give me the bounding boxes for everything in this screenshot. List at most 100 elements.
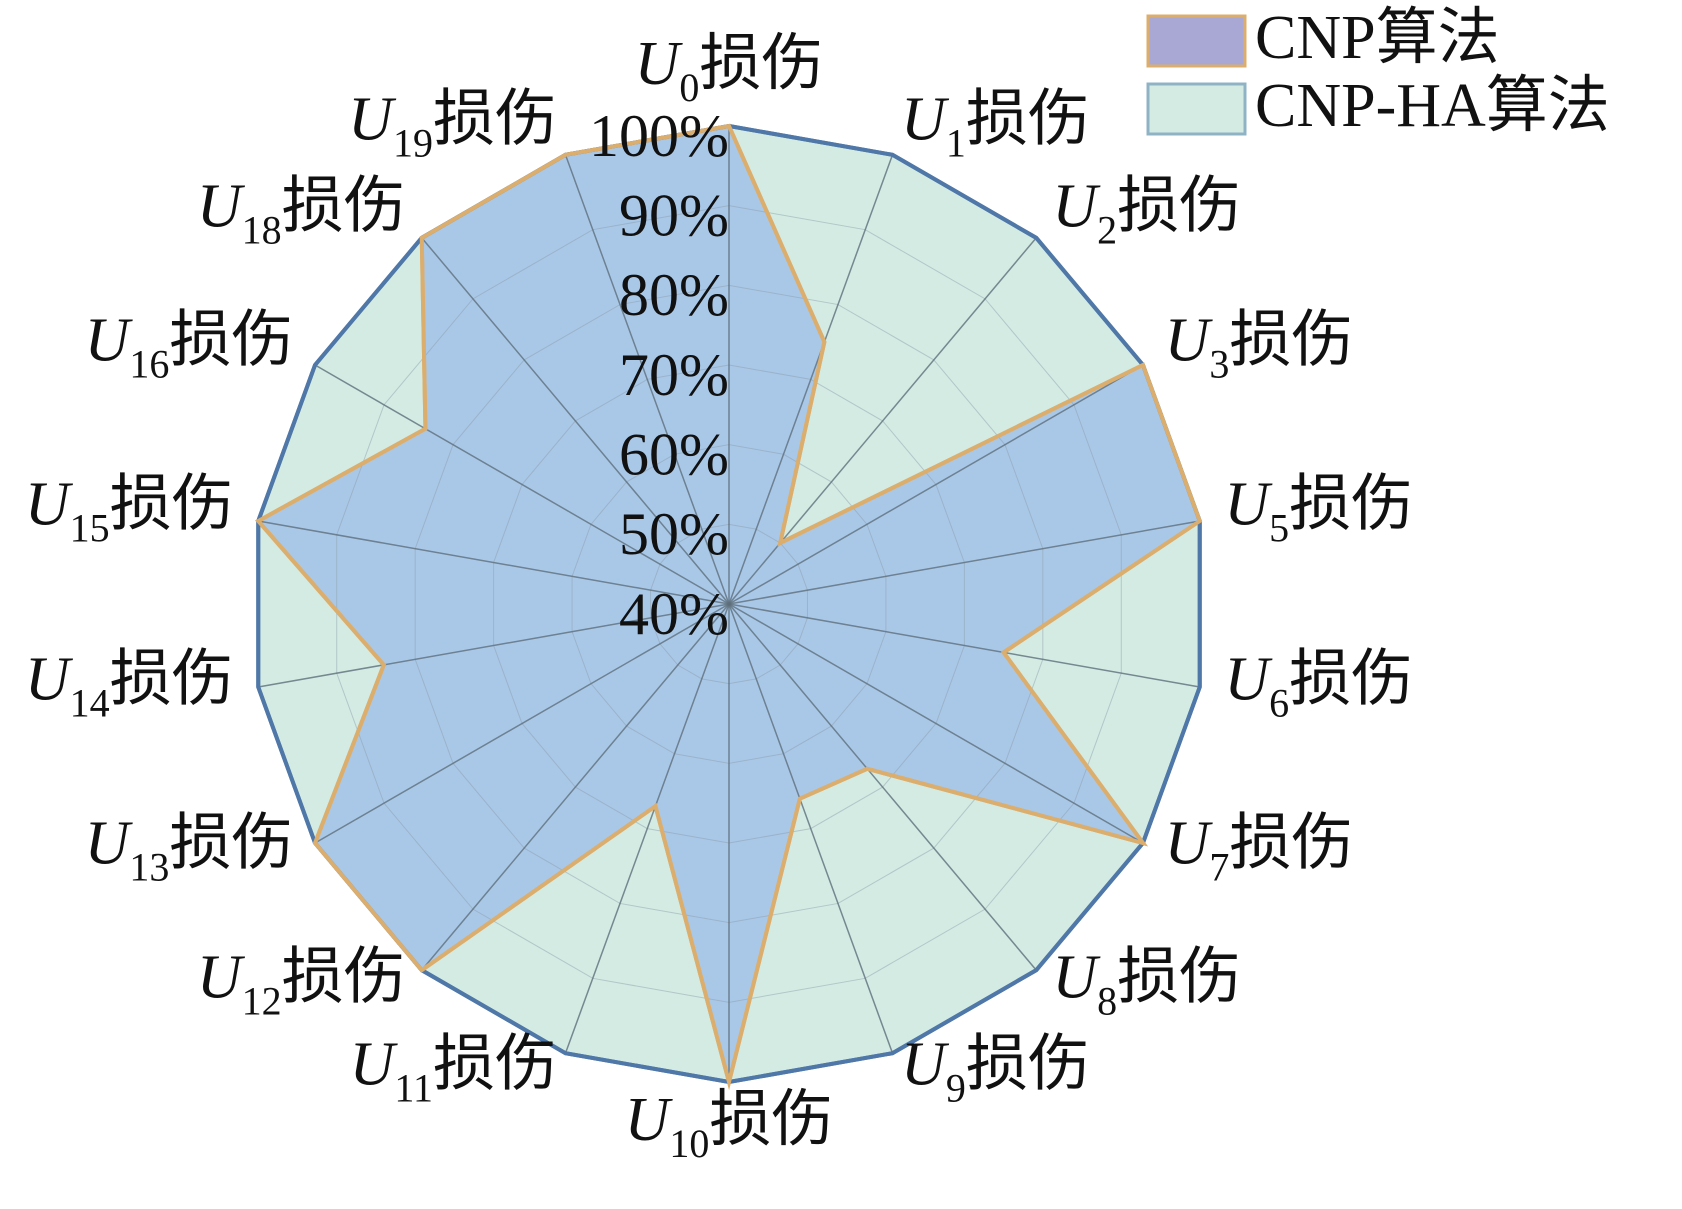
spoke (314, 603, 730, 844)
label-var: U (1052, 173, 1101, 241)
r-tick-label: 90% (619, 182, 729, 248)
spoke (728, 603, 1037, 971)
label-text: 损伤 (1289, 471, 1413, 539)
category-label: U9损伤 (901, 1031, 1090, 1111)
spoke (728, 603, 1200, 688)
label-var: U (901, 86, 950, 154)
label-sub: 0 (679, 65, 699, 110)
label-sub: 7 (1209, 845, 1229, 890)
label-sub: 18 (242, 208, 282, 253)
label-sub: 3 (1209, 342, 1229, 387)
spoke (728, 603, 894, 1054)
label-var: U (1165, 307, 1214, 375)
label-sub: 2 (1097, 208, 1117, 253)
label-sub: 1 (946, 121, 966, 166)
label-sub: 10 (669, 1121, 709, 1166)
label-var: U (85, 810, 134, 878)
r-tick-label: 70% (619, 342, 729, 408)
label-var: U (85, 307, 134, 375)
category-label: U13损伤 (85, 810, 294, 890)
category-label: U8损伤 (1052, 944, 1241, 1024)
label-text: 损伤 (433, 1031, 557, 1099)
spoke (728, 603, 1144, 844)
label-sub: 15 (70, 506, 110, 551)
label-sub: 6 (1269, 681, 1289, 726)
label-var: U (25, 471, 74, 539)
label-sub: 14 (70, 681, 110, 726)
r-tick-label: 80% (619, 262, 729, 328)
label-text: 损伤 (966, 86, 1090, 154)
legend-swatch (1146, 82, 1247, 136)
label-var: U (197, 173, 246, 241)
label-sub: 5 (1269, 506, 1289, 551)
r-tick-label: 100% (589, 103, 729, 169)
category-label: U6损伤 (1224, 646, 1413, 726)
r-tick-label: 60% (619, 421, 729, 487)
label-text: 损伤 (709, 1086, 833, 1154)
label-text: 损伤 (282, 944, 406, 1012)
label-sub: 12 (242, 978, 282, 1023)
spoke (314, 364, 730, 605)
label-var: U (25, 646, 74, 714)
legend-label: CNP算法 (1255, 4, 1500, 72)
label-var: U (197, 944, 246, 1012)
label-sub: 11 (394, 1066, 433, 1111)
spoke (258, 520, 730, 605)
label-text: 损伤 (110, 646, 234, 714)
label-text: 损伤 (1117, 944, 1241, 1012)
category-label: U2损伤 (1052, 173, 1241, 253)
label-var: U (625, 1086, 674, 1154)
spoke (564, 603, 730, 1054)
label-var: U (901, 1031, 950, 1099)
label-text: 损伤 (1117, 173, 1241, 241)
category-label: U19损伤 (348, 86, 557, 166)
legend-label: CNP-HA算法 (1255, 72, 1610, 140)
label-sub: 16 (129, 342, 169, 387)
label-sub: 13 (129, 845, 169, 890)
label-sub: 9 (946, 1066, 966, 1111)
label-text: 损伤 (1289, 646, 1413, 714)
r-tick-label: 50% (619, 501, 729, 567)
label-text: 损伤 (169, 810, 293, 878)
label-text: 损伤 (966, 1031, 1090, 1099)
category-label: U14损伤 (25, 646, 234, 726)
label-var: U (1224, 646, 1273, 714)
label-var: U (1224, 471, 1273, 539)
category-label: U7损伤 (1165, 810, 1354, 890)
category-label: U3损伤 (1165, 307, 1354, 387)
category-label: U0损伤 (635, 30, 824, 110)
label-text: 损伤 (433, 86, 557, 154)
spoke (258, 603, 730, 688)
spoke (728, 364, 1144, 605)
label-sub: 8 (1097, 978, 1117, 1023)
label-var: U (635, 30, 684, 98)
category-label: U18损伤 (197, 173, 406, 253)
label-var: U (348, 86, 397, 154)
category-label: U11损伤 (350, 1031, 557, 1111)
legend-swatch (1146, 14, 1247, 68)
label-sub: 19 (393, 121, 433, 166)
spoke (421, 237, 730, 605)
category-label: U15损伤 (25, 471, 234, 551)
label-text: 损伤 (1229, 810, 1353, 878)
spoke (421, 603, 730, 971)
series-line (255, 123, 1203, 1090)
r-tick-label: 40% (619, 581, 729, 647)
label-text: 损伤 (169, 307, 293, 375)
label-text: 损伤 (699, 30, 823, 98)
label-var: U (1165, 810, 1214, 878)
spoke (728, 520, 1200, 605)
label-text: 损伤 (282, 173, 406, 241)
spoke (728, 154, 894, 605)
label-text: 损伤 (1229, 307, 1353, 375)
category-label: U12损伤 (197, 944, 406, 1024)
spoke (564, 154, 730, 605)
category-label: U5损伤 (1224, 471, 1413, 551)
category-label: U16损伤 (85, 307, 294, 387)
label-text: 损伤 (110, 471, 234, 539)
label-var: U (350, 1031, 399, 1099)
category-label: U10损伤 (625, 1086, 834, 1166)
label-var: U (1052, 944, 1101, 1012)
category-label: U1损伤 (901, 86, 1090, 166)
